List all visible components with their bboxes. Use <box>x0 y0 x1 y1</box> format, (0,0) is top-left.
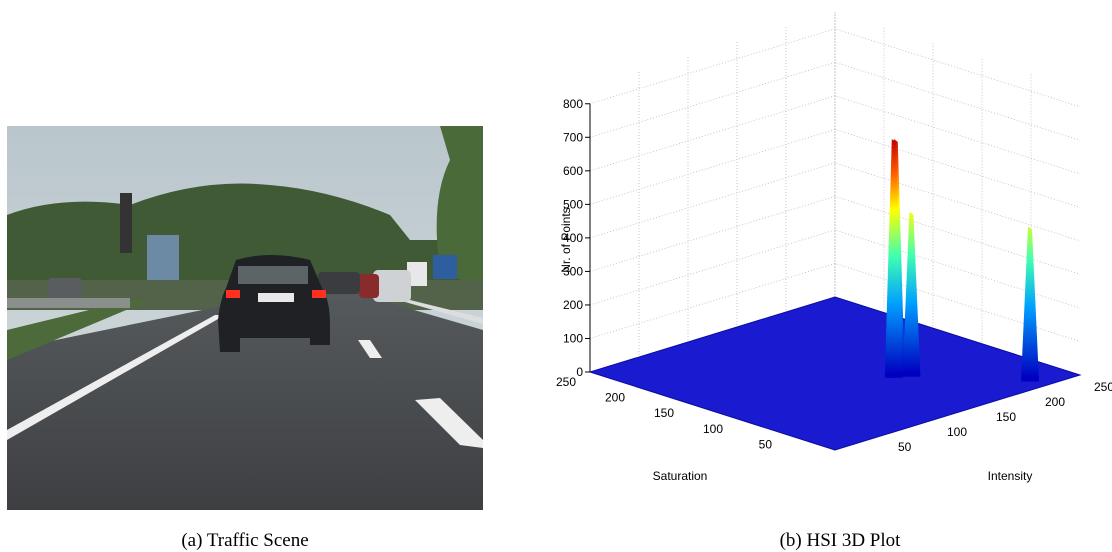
z-tick-label: 700 <box>563 130 583 144</box>
x-tick-label: 150 <box>654 406 674 420</box>
z-tick-label: 600 <box>563 164 583 178</box>
peak <box>902 212 920 377</box>
peak <box>1021 227 1039 382</box>
x-tick-label: 250 <box>556 375 576 389</box>
z-tick-label: 800 <box>563 97 583 111</box>
y-tick-label: 200 <box>1045 395 1065 409</box>
y-tick-label: 250 <box>1094 380 1112 394</box>
plot-area: 0 100 200 300 400 500 600 700 800 50 100 150 200 250 5… <box>556 12 1112 454</box>
x-tick-label: 200 <box>605 391 625 405</box>
caption: (b) HSI 3D Plot <box>780 530 902 551</box>
x-axis-label: Saturation <box>653 469 708 483</box>
figure-canvas: (a) Traffic Scene (b) HSI 3D Plot Satura… <box>0 0 1112 552</box>
x-tick-label: 50 <box>759 437 773 451</box>
z-tick-label: 300 <box>563 264 583 278</box>
z-tick-label: 0 <box>576 365 583 379</box>
x-tick-label: 100 <box>703 422 723 436</box>
z-tick-label: 200 <box>563 298 583 312</box>
caption: (a) Traffic Scene <box>181 530 308 551</box>
traffic-photo <box>7 126 483 510</box>
z-tick-label: 400 <box>563 231 583 245</box>
z-tick-label: 500 <box>563 197 583 211</box>
y-axis-label: Intensity <box>988 469 1033 483</box>
z-tick-label: 100 <box>563 331 583 345</box>
y-tick-label: 100 <box>947 425 967 439</box>
y-tick-label: 50 <box>898 440 912 454</box>
y-tick-label: 150 <box>996 410 1016 424</box>
figure: (a) Traffic Scene (b) HSI 3D Plot Satura… <box>0 0 1112 552</box>
